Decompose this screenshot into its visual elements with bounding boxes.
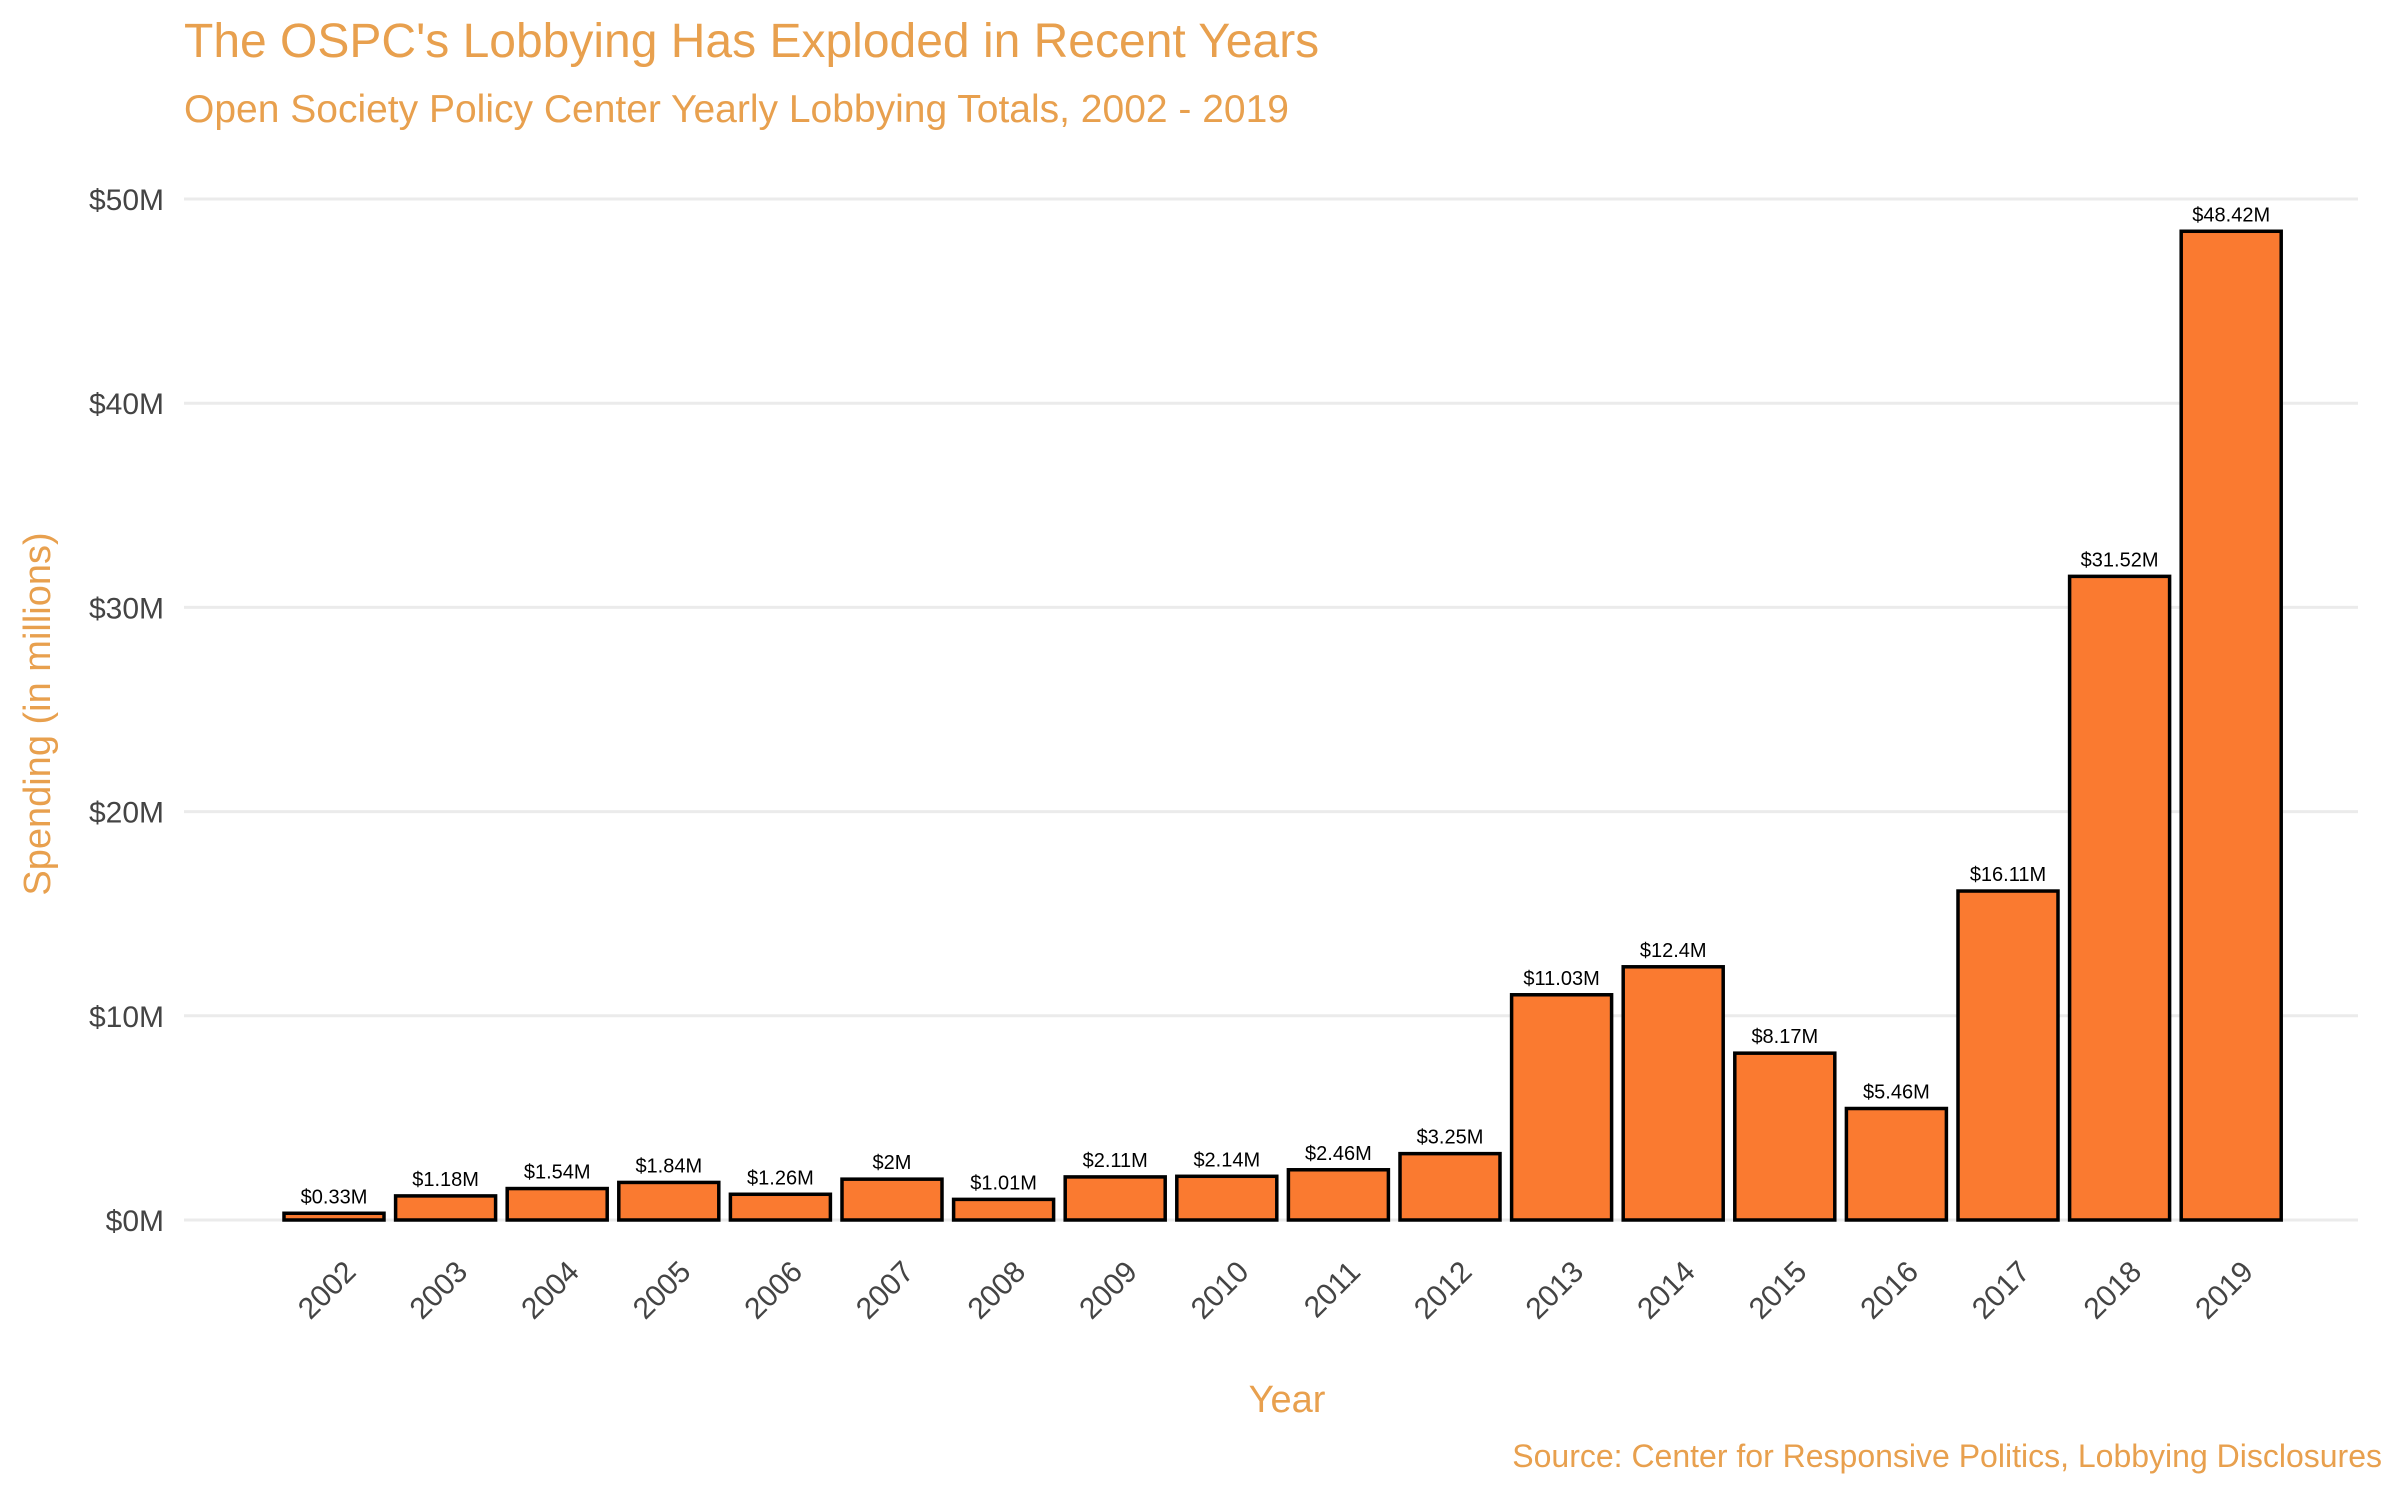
x-tick-label-2004: 2004 <box>515 1255 586 1326</box>
value-label-2015: $8.17M <box>1751 1026 1818 1048</box>
x-tick-label-2005: 2005 <box>627 1255 698 1326</box>
value-label-2014: $12.4M <box>1640 940 1707 962</box>
value-label-2012: $3.25M <box>1417 1127 1484 1149</box>
bar-2007 <box>840 1177 944 1222</box>
x-tick-label-2013: 2013 <box>1520 1255 1591 1326</box>
value-label-2017: $16.11M <box>1970 864 2046 886</box>
x-tick-label-2002: 2002 <box>292 1255 363 1326</box>
value-label-2007: $2M <box>873 1152 912 1174</box>
bar-2009 <box>1063 1175 1167 1222</box>
value-labels: $0.33M $1.18M $1.54M $1.84M $1.26M $2M $1.01M $… <box>301 204 2270 1208</box>
x-tick-label-2018: 2018 <box>2078 1255 2149 1326</box>
y-tick-label: $50M <box>89 184 164 217</box>
y-axis-ticks: $0M $10M $20M $30M $40M $50M <box>89 184 164 1238</box>
x-tick-label-2016: 2016 <box>1854 1255 1925 1326</box>
bar-2011 <box>1286 1168 1391 1222</box>
bar-2003 <box>393 1194 498 1222</box>
value-label-2011: $2.46M <box>1305 1143 1372 1165</box>
value-label-2006: $1.26M <box>747 1167 814 1189</box>
bar-2006 <box>728 1192 833 1222</box>
x-tick-label-2011: 2011 <box>1298 1255 1367 1324</box>
value-label-2002: $0.33M <box>301 1186 368 1208</box>
x-tick-label-2019: 2019 <box>2189 1255 2260 1326</box>
y-tick-label: $30M <box>89 592 164 625</box>
x-tick-label-2007: 2007 <box>850 1255 921 1326</box>
x-tick-label-2006: 2006 <box>738 1255 809 1326</box>
bar-2012 <box>1398 1151 1502 1222</box>
bar-2017 <box>1956 889 2060 1222</box>
value-label-2004: $1.54M <box>524 1162 591 1184</box>
x-tick-label-2003: 2003 <box>404 1255 475 1326</box>
x-tick-label-2014: 2014 <box>1631 1255 1702 1326</box>
chart-caption: Source: Center for Responsive Politics, … <box>1512 1438 2382 1474</box>
bar-2004 <box>505 1186 609 1222</box>
x-axis-title: Year <box>1249 1379 1326 1421</box>
x-tick-label-2015: 2015 <box>1743 1255 1814 1326</box>
value-label-2019: $48.42M <box>2192 204 2270 226</box>
bar-2005 <box>617 1180 721 1222</box>
bar-2008 <box>951 1197 1056 1222</box>
value-label-2016: $5.46M <box>1863 1082 1930 1104</box>
value-label-2005: $1.84M <box>635 1155 702 1177</box>
bar-2018 <box>2067 574 2172 1222</box>
bar-2019 <box>2179 229 2283 1222</box>
bar-2015 <box>1733 1051 1837 1222</box>
bar-2010 <box>1175 1174 1279 1222</box>
value-label-2009: $2.11M <box>1083 1150 1148 1172</box>
y-tick-label: $40M <box>89 388 164 421</box>
y-axis-title: Spending (in millions) <box>17 532 59 895</box>
bar-2002 <box>282 1211 386 1222</box>
x-tick-label-2012: 2012 <box>1408 1255 1479 1326</box>
y-tick-label: $0M <box>106 1205 164 1238</box>
y-tick-label: $10M <box>89 1001 164 1034</box>
bars <box>282 229 2283 1222</box>
bar-2016 <box>1844 1106 1949 1222</box>
bar-2014 <box>1621 965 1725 1222</box>
x-tick-label-2008: 2008 <box>962 1255 1033 1326</box>
value-label-2013: $11.03M <box>1523 968 1599 990</box>
x-axis-ticks: 2002 2003 2004 2005 2006 2007 2008 2009 2010 2011… <box>292 1255 2260 1326</box>
chart-title: The OSPC's Lobbying Has Exploded in Rece… <box>184 15 1320 68</box>
value-label-2003: $1.18M <box>412 1169 479 1191</box>
value-label-2018: $31.52M <box>2081 549 2159 571</box>
x-tick-label-2010: 2010 <box>1185 1255 1256 1326</box>
bar-2013 <box>1509 993 1614 1222</box>
x-tick-label-2017: 2017 <box>1966 1255 2037 1326</box>
value-label-2008: $1.01M <box>970 1172 1037 1194</box>
x-tick-label-2009: 2009 <box>1073 1255 1144 1326</box>
y-tick-label: $20M <box>89 797 164 830</box>
chart-subtitle: Open Society Policy Center Yearly Lobbyi… <box>184 88 1289 131</box>
value-label-2010: $2.14M <box>1193 1149 1260 1171</box>
